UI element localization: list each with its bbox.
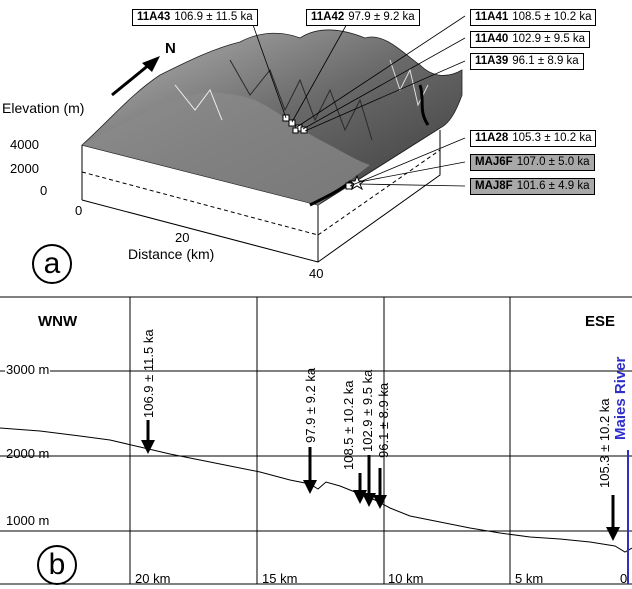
elevation-3000: 3000 m <box>5 362 51 377</box>
sample-label-11a40: 11A40 102.9 ± 9.5 ka <box>470 31 591 48</box>
sample-label-11a28: 11A28 105.3 ± 10.2 ka <box>470 130 597 147</box>
elevation-tick-4000: 4000 <box>10 137 39 152</box>
terrain-block-diagram <box>81 15 466 263</box>
distance-20km: 20 km <box>135 571 171 586</box>
elevation-profile <box>0 296 632 585</box>
age-label-11a40: 102.9 ± 9.5 ka <box>360 369 375 452</box>
elevation-axis-title: Elevation (m) <box>2 100 85 116</box>
distance-0: 0 <box>620 571 628 586</box>
sample-label-maj8f: MAJ8F 101.6 ± 4.9 ka <box>470 178 595 195</box>
terrain-surface <box>81 29 463 207</box>
elevation-tick-0: 0 <box>40 183 48 198</box>
direction-ese: ESE <box>585 313 616 330</box>
panel-b-letter: b <box>37 545 77 585</box>
distance-axis-title: Distance (km) <box>128 246 215 262</box>
age-label-11a41: 108.5 ± 10.2 ka <box>341 380 356 470</box>
sample-label-11a43: 11A43 106.9 ± 11.5 ka <box>132 9 258 26</box>
elevation-tick-2000: 2000 <box>10 161 39 176</box>
north-label: N <box>165 40 176 57</box>
sample-arrows <box>141 420 620 541</box>
distance-15km: 15 km <box>262 571 298 586</box>
age-label-11a28: 105.3 ± 10.2 ka <box>597 398 612 488</box>
panel-a-letter: a <box>32 244 72 284</box>
river-label: Maies River <box>612 356 629 440</box>
distance-10km: 10 km <box>388 571 424 586</box>
age-label-11a39: 96.1 ± 8.9 ka <box>376 382 391 458</box>
distance-tick-40: 40 <box>309 266 324 281</box>
profile-frame <box>0 296 632 585</box>
sample-label-maj6f: MAJ6F 107.0 ± 5.0 ka <box>470 154 595 171</box>
sample-label-11a42: 11A42 97.9 ± 9.2 ka <box>306 9 420 26</box>
sample-label-11a41: 11A41 108.5 ± 10.2 ka <box>470 9 597 26</box>
leader-lines <box>251 15 466 187</box>
age-label-11a42: 97.9 ± 9.2 ka <box>303 367 318 443</box>
elevation-1000: 1000 m <box>5 513 51 528</box>
elevation-2000: 2000 m <box>6 446 50 461</box>
distance-tick-0: 0 <box>75 203 83 218</box>
north-arrow <box>111 56 160 97</box>
profile-line <box>0 427 632 553</box>
sample-label-11a39: 11A39 96.1 ± 8.9 ka <box>470 53 584 70</box>
age-label-11a43: 106.9 ± 11.5 ka <box>141 329 156 418</box>
direction-wnw: WNW <box>38 313 78 330</box>
distance-5km: 5 km <box>515 571 544 586</box>
distance-tick-20: 20 <box>175 230 190 245</box>
